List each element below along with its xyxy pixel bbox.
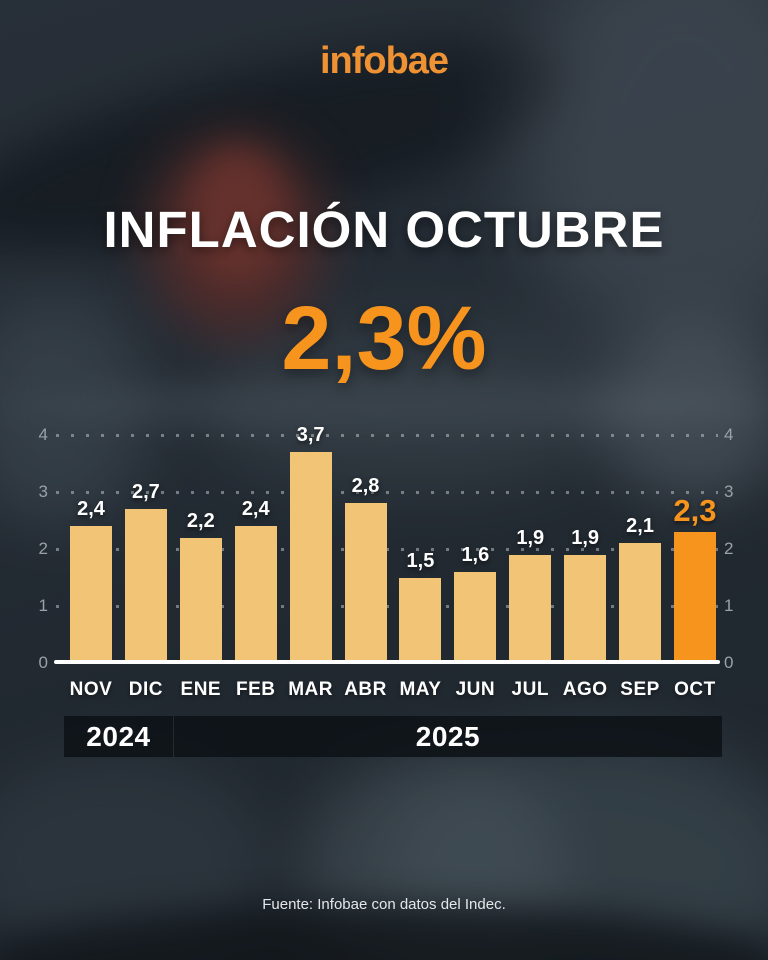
month-label-sep: SEP [619,679,661,701]
y-axis-tick-right: 3 [724,482,734,501]
bar-value-label: 2,3 [673,492,717,528]
bar-column-dic: 2,7 [124,481,167,663]
bar-column-sep: 2,1 [619,515,662,663]
month-label-abr: ABR [344,679,387,701]
year-band-2025: 2025 [173,716,722,757]
bar-column-jun: 1,6 [454,543,497,663]
month-label-text: MAY [399,679,442,700]
x-axis-line [54,660,720,664]
sleeve-shape [600,325,768,500]
bar-column-jul: 1,9 [509,526,552,663]
bar-column-oct: 2,3 [673,492,717,663]
bar-value-label: 1,6 [461,543,490,566]
y-axis-tick-left: 3 [38,482,48,501]
month-label-oct: OCT [674,679,716,701]
y-axis-tick-left: 0 [38,653,48,672]
bar-sep [619,543,662,663]
bar-abr [344,503,387,663]
bar-ene [179,537,222,663]
bar-feb [234,526,277,663]
bar-column-ene: 2,2 [179,509,222,663]
bar-value-label: 1,5 [406,549,435,572]
month-label-feb: FEB [235,679,277,701]
bar-value-label: 2,8 [351,475,380,498]
month-label-text: DIC [128,679,164,700]
bar-value-label: 2,7 [132,481,160,504]
month-label-text: JUN [455,679,496,700]
bar-may [399,577,442,663]
month-label-text: NOV [69,679,113,700]
month-label-ago: AGO [562,679,608,701]
month-label-jul: JUL [509,679,551,701]
month-labels: NOV DIC ENE FEB MAR ABR MAY JUN JUL AGO SEP OCT [70,679,716,701]
y-axis-tick-right: 1 [724,596,734,615]
bar-value-label: 2,1 [626,515,654,538]
bar-value-label: 2,4 [77,498,105,521]
bar-mar [289,452,332,663]
year-band-2024: 2024 [64,716,173,757]
bar-value-label: 2,2 [186,509,215,532]
bar-value-label: 3,7 [296,424,325,447]
bar-value-label: 2,4 [241,498,270,521]
bar-nov [70,526,112,663]
gridline [56,491,718,494]
bar-dic [124,509,167,663]
gridline [56,548,718,551]
month-label-ene: ENE [180,679,222,701]
bar-column-nov: 2,4 [70,498,112,663]
gridline [56,434,718,437]
cart-mesh-shape [200,320,630,490]
bar-jun [454,571,497,663]
month-label-text: JUL [511,679,549,700]
bar-value-label: 1,9 [571,526,600,549]
bar-series: 2,4 2,7 2,2 2,4 3,7 2,8 1,5 1,6 1,9 1,9 2,1 2,3 [70,424,717,663]
infobae-logo: infobae [319,40,449,82]
bar-column-feb: 2,4 [234,498,277,663]
month-label-may: MAY [399,679,441,701]
y-axis-tick-left: 2 [38,539,48,558]
cart-rail-shape [0,382,768,430]
y-axis-tick-left: 1 [38,596,48,615]
month-label-mar: MAR [288,679,334,701]
month-label-text: AGO [562,679,608,700]
month-label-text: SEP [620,679,660,700]
month-label-nov: NOV [70,679,112,701]
y-axis-tick-right: 0 [724,653,734,672]
y-axis-tick-right: 2 [724,539,734,558]
source-note: Fuente: Infobae con datos del Indec. [262,896,506,913]
cart-handle-shape [190,150,285,280]
month-label-text: ENE [180,679,222,700]
page-title: INFLACIÓN OCTUBRE [103,201,665,258]
month-label-text: FEB [235,679,276,700]
bar-oct [673,531,716,663]
bar-column-ago: 1,9 [564,526,607,663]
month-label-text: OCT [674,679,716,700]
gridline [56,605,718,608]
y-axis-tick-left: 4 [38,425,48,444]
y-axis-tick-right: 4 [724,425,734,444]
bar-jul [509,554,552,663]
month-label-jun: JUN [454,679,496,701]
month-label-text: MAR [288,679,334,700]
shelf-left-shape [0,295,150,525]
headline-value: 2,3% [281,289,487,389]
bar-column-may: 1,5 [399,549,442,663]
bar-value-label: 1,9 [516,526,545,549]
bar-ago [564,554,607,663]
month-label-dic: DIC [125,679,167,701]
month-label-text: ABR [344,679,387,700]
bar-column-abr: 2,8 [344,475,387,663]
bar-column-mar: 3,7 [289,424,332,663]
